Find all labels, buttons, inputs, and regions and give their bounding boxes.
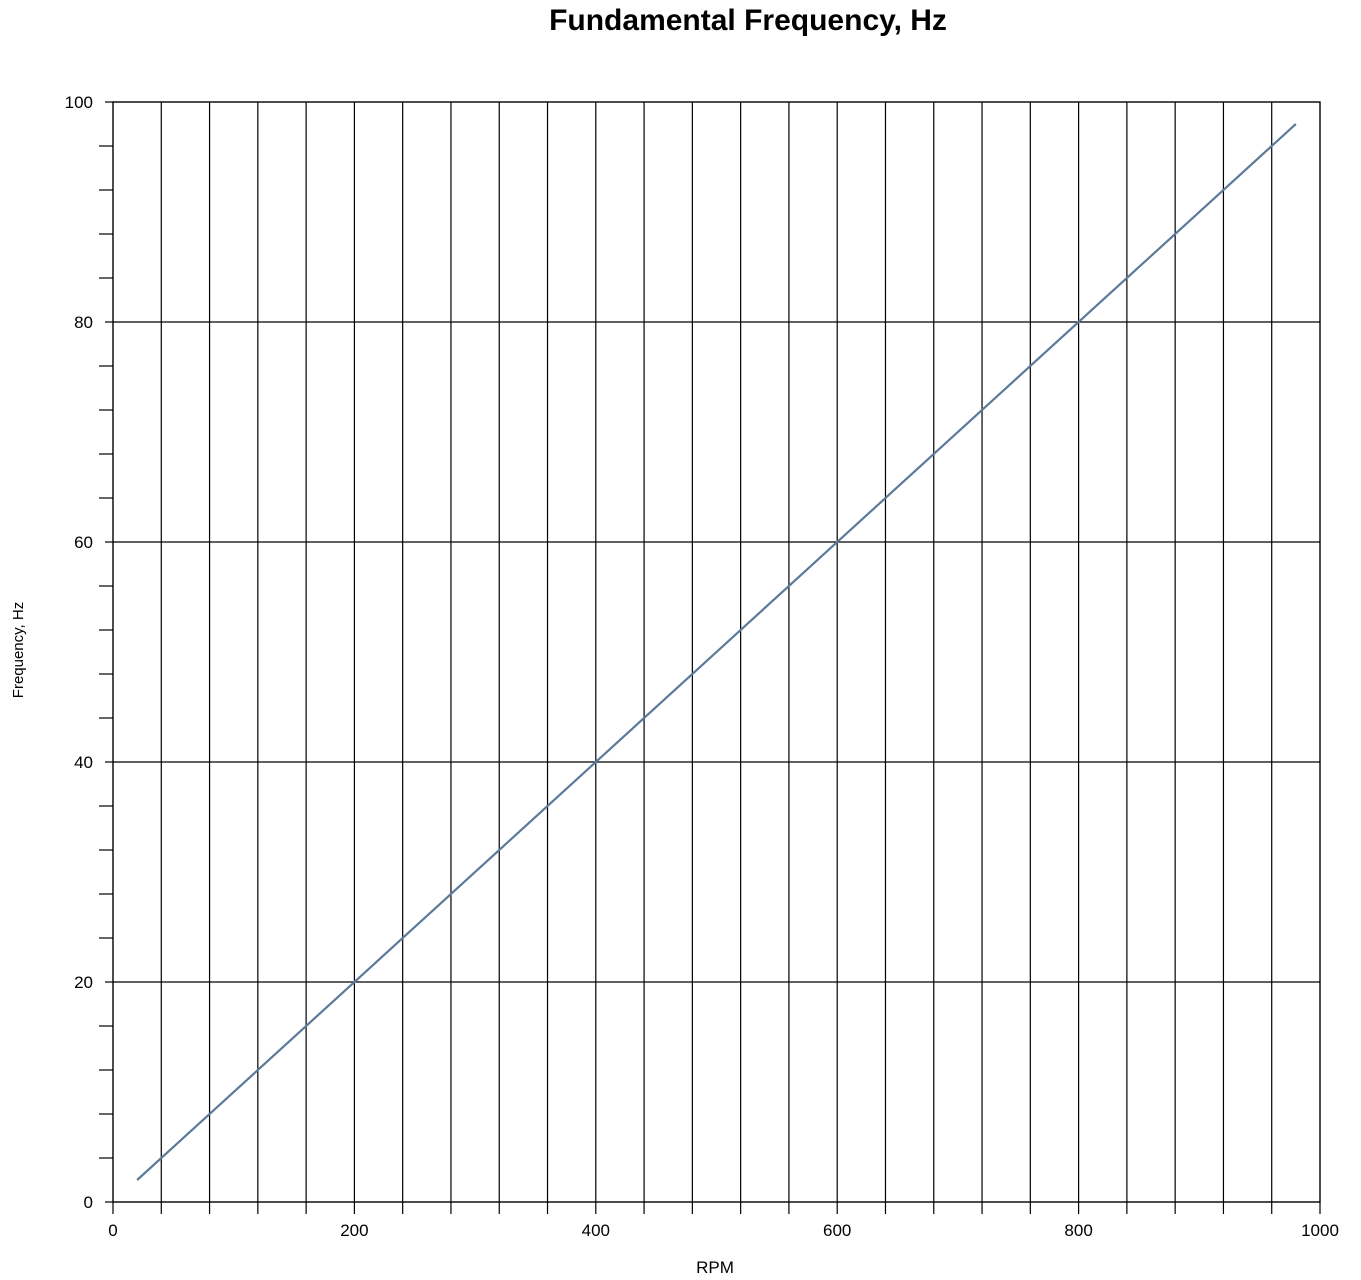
series-line [136,123,1297,1181]
y-tick-label: 40 [74,753,93,772]
x-tick-label: 200 [340,1221,368,1240]
x-tick-label: 600 [823,1221,851,1240]
grid-lines [113,102,1320,1202]
x-tick-label: 1000 [1301,1221,1339,1240]
x-axis-label: RPM [696,1258,734,1277]
y-axis-label: Frequency, Hz [10,602,27,698]
chart-title: Fundamental Frequency, Hz [549,4,947,37]
series-layer [136,123,1297,1181]
y-tick-label: 20 [74,973,93,992]
y-tick-label: 100 [65,93,93,112]
x-tick-label: 800 [1064,1221,1092,1240]
x-tick-label: 0 [108,1221,117,1240]
y-tick-label: 0 [84,1193,93,1212]
plot-border [112,101,1321,1203]
axis-ticks [99,101,1321,1214]
x-tick-label: 400 [582,1221,610,1240]
y-tick-label: 60 [74,533,93,552]
y-tick-label: 80 [74,313,93,332]
plot-frame [112,101,1321,1203]
